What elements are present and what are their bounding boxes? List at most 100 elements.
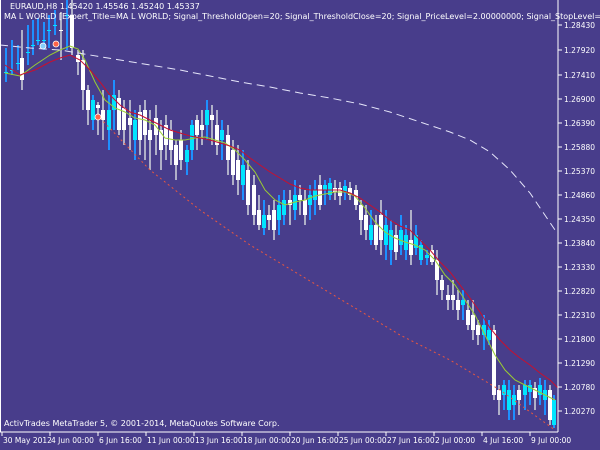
candle — [65, 0, 69, 50]
candle — [409, 210, 413, 265]
candle — [169, 120, 173, 165]
candle — [200, 110, 204, 145]
candle — [257, 195, 261, 230]
symbol-header: EURAUD,H8 1.45420 1.45546 1.45240 1.4533… — [10, 2, 200, 11]
candle — [471, 300, 475, 340]
candle — [70, 0, 74, 55]
time-tick-label: 20 Jun 16:00 — [291, 436, 339, 445]
candle — [112, 80, 116, 130]
candle — [461, 290, 465, 320]
price-tick-label: 1.21800 — [564, 335, 595, 344]
candle — [246, 160, 250, 215]
time-tick-label: 9 Jul 00:00 — [531, 436, 571, 445]
price-tick-label: 1.22310 — [564, 311, 595, 320]
candle — [76, 50, 80, 75]
candle — [288, 190, 292, 225]
candle — [456, 290, 460, 320]
candle — [185, 145, 189, 175]
expert-header: MA L WORLD [Expert_Title=MA L WORLD; Sig… — [4, 12, 600, 21]
candle — [492, 325, 496, 400]
price-tick-label: 1.25370 — [564, 167, 595, 176]
candle — [262, 200, 266, 235]
time-tick-label: 2 Jul 00:00 — [435, 436, 475, 445]
candle — [195, 115, 199, 150]
candle — [440, 275, 444, 300]
candle — [282, 190, 286, 225]
price-tick-label: 1.22820 — [564, 287, 595, 296]
candle — [179, 130, 183, 170]
candle — [47, 15, 51, 48]
candle — [364, 205, 368, 240]
signal-marker-icon — [52, 40, 60, 48]
price-tick-label: 1.20270 — [564, 407, 595, 416]
price-tick-label: 1.28430 — [564, 21, 595, 30]
candle — [303, 190, 307, 225]
candle — [348, 182, 352, 200]
candle — [205, 100, 209, 140]
price-tick-label: 1.25880 — [564, 143, 595, 152]
candle — [138, 105, 142, 155]
candle — [430, 245, 434, 265]
candle — [26, 25, 30, 65]
candle — [220, 120, 224, 160]
price-tick-label: 1.27410 — [564, 71, 595, 80]
candle — [174, 140, 178, 180]
candle — [252, 175, 256, 225]
candle — [159, 120, 163, 170]
signal-marker-icon — [94, 113, 102, 121]
candle — [451, 280, 455, 310]
candle — [538, 378, 542, 405]
candle — [107, 95, 111, 150]
price-tick-label: 1.20780 — [564, 383, 595, 392]
candle — [91, 95, 95, 130]
candle — [446, 285, 450, 310]
candle — [338, 182, 342, 205]
candle — [389, 220, 393, 265]
time-tick-label: 30 May 2012 — [3, 436, 52, 445]
candle — [117, 90, 121, 135]
candle — [313, 180, 317, 215]
candle — [164, 115, 168, 160]
candle — [359, 200, 363, 235]
candle — [215, 110, 219, 155]
price-tick-label: 1.24350 — [564, 215, 595, 224]
candle — [20, 30, 24, 90]
candle — [343, 180, 347, 200]
candle — [384, 210, 388, 260]
candle — [226, 125, 230, 175]
ma-long-line — [0, 44, 556, 231]
trade-markers — [39, 40, 102, 121]
time-tick-label: 13 Jun 16:00 — [195, 436, 243, 445]
price-tick-label: 1.26900 — [564, 95, 595, 104]
candle — [101, 90, 105, 140]
time-tick-label: 25 Jun 00:00 — [339, 436, 387, 445]
time-tick-label: 11 Jun 00:00 — [147, 436, 195, 445]
candle — [31, 20, 35, 55]
candle — [210, 105, 214, 145]
indicator-lines — [0, 44, 559, 431]
candle — [323, 180, 327, 205]
candle — [272, 200, 276, 240]
candle — [328, 178, 332, 200]
candle — [543, 380, 547, 415]
candle — [502, 380, 506, 410]
candle — [53, 10, 57, 35]
candle — [16, 45, 20, 70]
candle — [374, 215, 378, 250]
candle — [419, 240, 423, 265]
price-tick-label: 1.24860 — [564, 191, 595, 200]
candle — [528, 380, 532, 405]
copyright-text: ActivTrades MetaTrader 5, © 2001-2014, M… — [4, 419, 280, 428]
time-tick-label: 18 Jun 00:00 — [243, 436, 291, 445]
stop-level-line — [99, 117, 556, 431]
candle — [298, 185, 302, 215]
time-tick-label: 6 Jun 16:00 — [99, 436, 142, 445]
candle — [81, 50, 85, 110]
candle — [517, 385, 521, 415]
price-tick-label: 1.21290 — [564, 359, 595, 368]
time-axis-ticks: 30 May 2012 4 Jun 00:00 6 Jun 16:00 11 Jun … — [1, 432, 571, 445]
candle — [318, 175, 322, 210]
candle — [435, 250, 439, 295]
